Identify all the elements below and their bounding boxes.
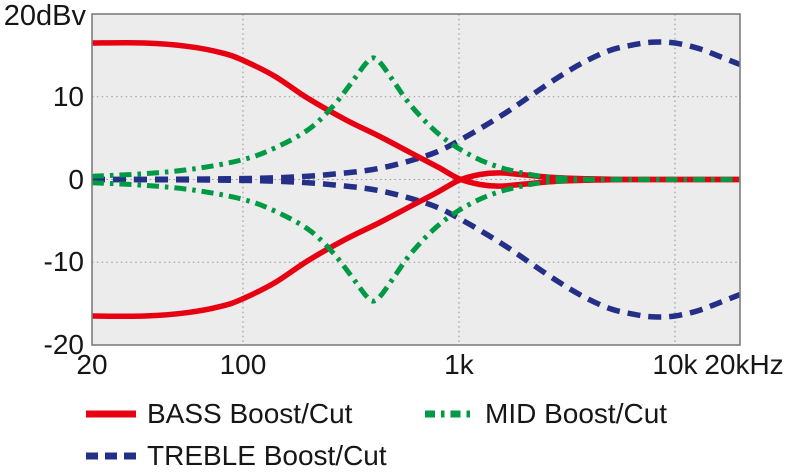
y-tick-minus-20: -20 xyxy=(43,329,84,360)
mid-boost-curve xyxy=(92,55,740,183)
x-tick-20hz: 20 xyxy=(76,349,108,380)
x-tick-20khz: 20kHz xyxy=(704,349,784,380)
x-tick-100hz: 100 xyxy=(219,349,267,380)
curves xyxy=(92,39,740,320)
y-tick-10: 10 xyxy=(52,80,84,112)
y-axis-unit-label: 20dBv xyxy=(3,0,86,32)
plot-border xyxy=(91,13,741,346)
x-tick-10khz: 10k xyxy=(652,349,698,380)
treble-cut-curve xyxy=(92,176,740,320)
y-tick-0: 0 xyxy=(68,163,84,195)
y-tick-minus-10: -10 xyxy=(43,246,84,278)
treble-boost-curve xyxy=(92,39,740,183)
x-tick-1khz: 1k xyxy=(444,349,474,380)
mid-cut-curve xyxy=(92,176,740,304)
